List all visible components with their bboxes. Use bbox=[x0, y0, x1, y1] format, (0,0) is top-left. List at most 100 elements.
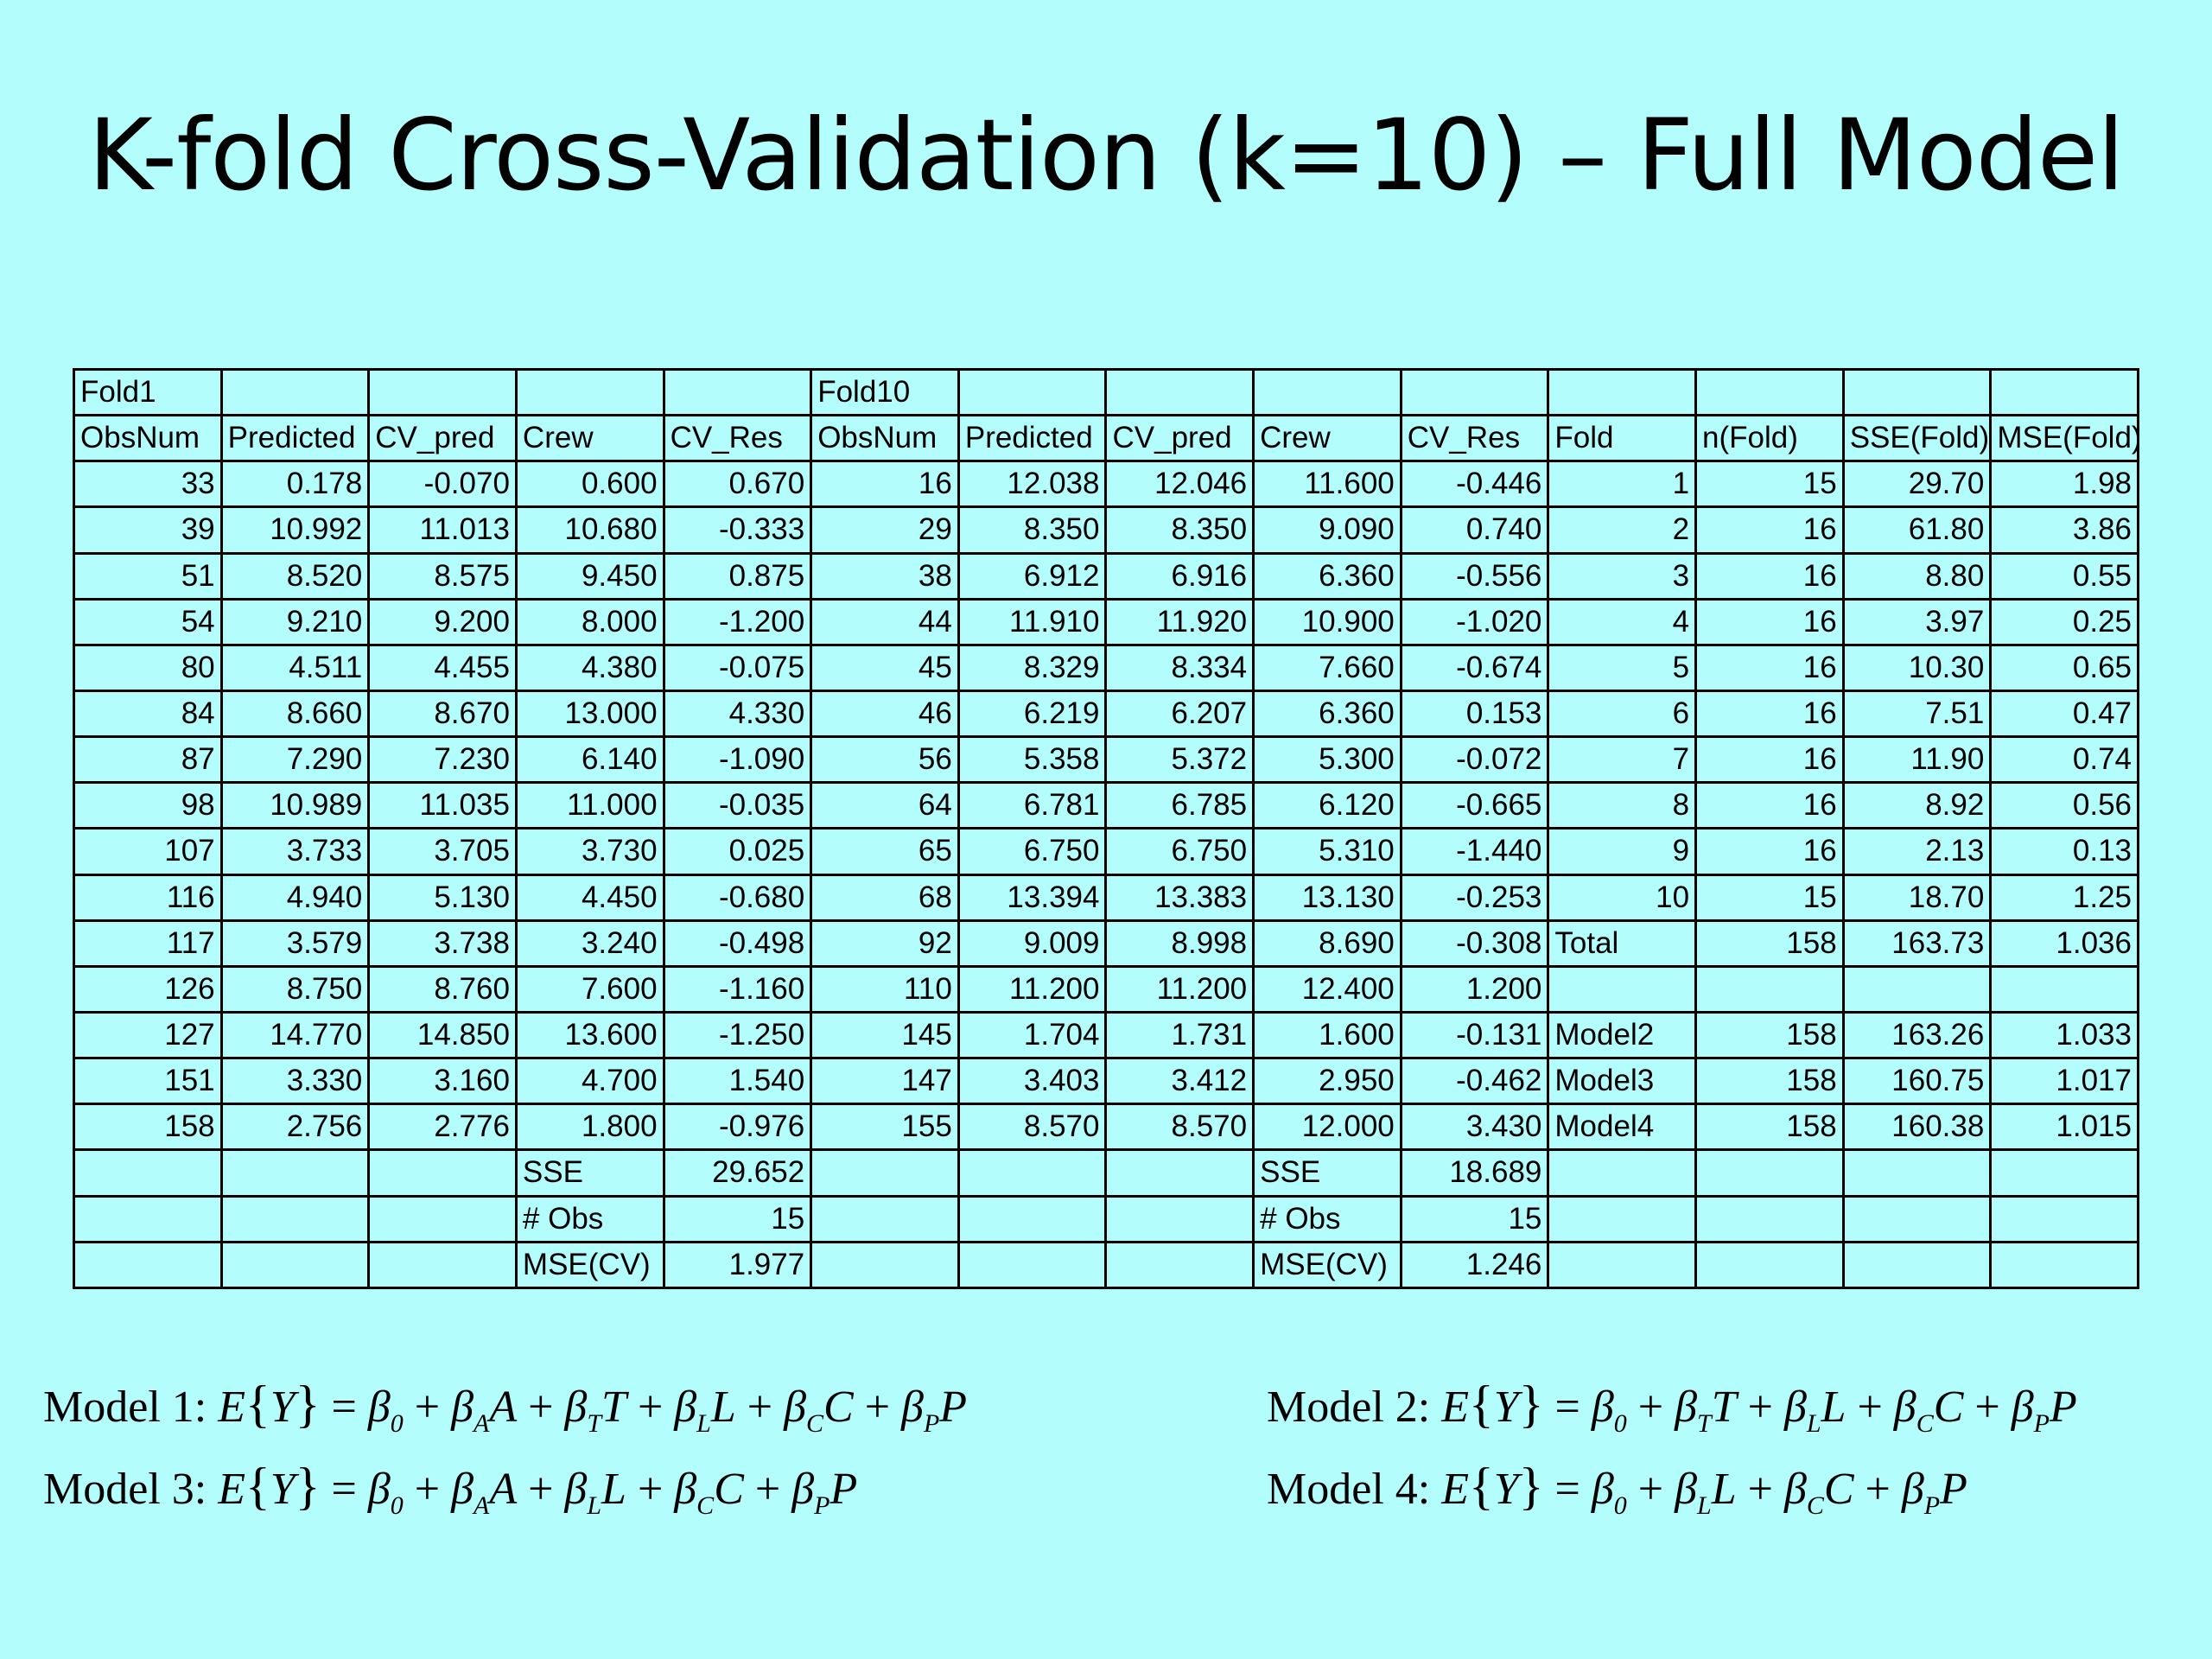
table-cell: 0.47 bbox=[1989, 689, 2139, 739]
table-cell: 4.330 bbox=[662, 689, 813, 739]
formula-subscript: P bbox=[1923, 1491, 1941, 1520]
table-cell bbox=[810, 1148, 960, 1198]
formula-beta: β bbox=[791, 1465, 815, 1514]
table-row: ObsNum Predicted CV_pred Crew CV_Res ObsNum Pr… bbox=[73, 414, 2139, 463]
table-row: 51 8.520 8.575 9.450 0.875 38 6.912 6.916 6.360-… bbox=[73, 551, 2139, 601]
table-row: 116 4.940 5.130 4.450 -0.680 68 13.394 13.383 13… bbox=[73, 873, 2139, 922]
table-cell: 158 bbox=[1694, 1103, 1845, 1152]
table-cell: 1.977 bbox=[662, 1240, 813, 1290]
table-cell: 5.310 bbox=[1252, 827, 1402, 876]
table-cell: 2.13 bbox=[1841, 827, 1993, 876]
table-cell: 6.750 bbox=[957, 827, 1108, 876]
table-cell bbox=[219, 367, 371, 417]
table-cell: CV_pred bbox=[1104, 414, 1255, 463]
formula-label: Model 3: bbox=[43, 1465, 219, 1514]
formula-close-brace: } bbox=[295, 1458, 321, 1515]
table-cell: 16 bbox=[1694, 827, 1845, 876]
table-cell: 3.412 bbox=[1104, 1057, 1255, 1106]
table-cell: 56 bbox=[810, 735, 960, 785]
table-row: SSE 29.652 SSE 18.689 bbox=[73, 1148, 2139, 1198]
table-cell bbox=[957, 1240, 1108, 1290]
table-cell: 1.017 bbox=[1989, 1057, 2139, 1106]
table-cell: 68 bbox=[810, 873, 960, 922]
table-cell: 8.570 bbox=[957, 1103, 1108, 1152]
table-cell bbox=[1252, 367, 1402, 417]
table-cell: 160.38 bbox=[1841, 1103, 1993, 1152]
table-cell: -0.131 bbox=[1399, 1010, 1550, 1060]
table-cell: ObsNum bbox=[73, 414, 223, 463]
table-cell: 11.000 bbox=[514, 781, 665, 830]
table-cell: 158 bbox=[1694, 918, 1845, 968]
table-cell: 61.80 bbox=[1841, 505, 1993, 555]
table-cell: -0.035 bbox=[662, 781, 813, 830]
table-cell: 10.680 bbox=[514, 505, 665, 555]
table-cell: 2 bbox=[1547, 505, 1698, 555]
table-cell: 13.394 bbox=[957, 873, 1108, 922]
formula-variable: A bbox=[489, 1382, 518, 1432]
table-cell: 87 bbox=[73, 735, 223, 785]
cross-validation-table: Fold1 Fold10 ObsNum Predicted CV_pred Crew CV_… bbox=[73, 367, 2139, 1290]
table-cell: 8.575 bbox=[367, 551, 518, 601]
formula-beta: β bbox=[1675, 1465, 1697, 1514]
formula-response: Y bbox=[270, 1382, 296, 1432]
formula-plus: + bbox=[403, 1465, 452, 1514]
table-cell: 9.090 bbox=[1252, 505, 1402, 555]
formula-plus: + bbox=[1736, 1382, 1784, 1432]
table-cell: 9 bbox=[1547, 827, 1698, 876]
table-cell bbox=[367, 1240, 518, 1290]
table-cell: 12.400 bbox=[1252, 964, 1402, 1014]
table-cell bbox=[810, 1240, 960, 1290]
formula-subscript: 0 bbox=[1613, 1409, 1627, 1438]
formula-open-brace: { bbox=[1468, 1376, 1494, 1433]
formula-plus: + bbox=[403, 1382, 452, 1432]
table-cell bbox=[1841, 1148, 1993, 1198]
table-cell: 4 bbox=[1547, 597, 1698, 646]
table-cell bbox=[1104, 1148, 1255, 1198]
table-cell: 160.75 bbox=[1841, 1057, 1993, 1106]
formula-open-brace: { bbox=[1468, 1458, 1494, 1515]
formula-beta: β bbox=[1675, 1382, 1697, 1432]
table-cell bbox=[1841, 964, 1993, 1014]
formula-subscript: C bbox=[1806, 1491, 1824, 1520]
table-cell: 80 bbox=[73, 643, 223, 692]
table-cell: Fold1 bbox=[73, 367, 223, 417]
table-cell: 38 bbox=[810, 551, 960, 601]
table-row: 127 14.770 14.850 13.600 -1.250 145 1.704 1.731… bbox=[73, 1010, 2139, 1060]
table-cell: 14.850 bbox=[367, 1010, 518, 1060]
table-cell: 6.360 bbox=[1252, 689, 1402, 739]
formula-subscript: P bbox=[814, 1491, 830, 1520]
table-cell: -0.976 bbox=[662, 1103, 813, 1152]
table-cell bbox=[1694, 367, 1845, 417]
table-cell: 3.705 bbox=[367, 827, 518, 876]
table-cell: 92 bbox=[810, 918, 960, 968]
table-cell: 3.160 bbox=[367, 1057, 518, 1106]
formula-plus: + bbox=[743, 1465, 792, 1514]
table-cell: Total bbox=[1547, 918, 1698, 968]
table-cell: 6.207 bbox=[1104, 689, 1255, 739]
table-cell: 10.989 bbox=[219, 781, 371, 830]
table-cell: 1.600 bbox=[1252, 1010, 1402, 1060]
table-cell: Fold10 bbox=[810, 367, 960, 417]
formula-plus: + bbox=[853, 1382, 902, 1432]
table-cell: 12.038 bbox=[957, 460, 1108, 509]
table-cell: 6.750 bbox=[1104, 827, 1255, 876]
formula-expectation: E bbox=[218, 1382, 245, 1432]
table-cell bbox=[1989, 1240, 2139, 1290]
table-cell: 3.733 bbox=[219, 827, 371, 876]
table-cell: 126 bbox=[73, 964, 223, 1014]
formula-subscript: C bbox=[696, 1491, 715, 1520]
formula-beta: β bbox=[1901, 1465, 1924, 1514]
table-cell: 0.56 bbox=[1989, 781, 2139, 830]
table-cell: -0.498 bbox=[662, 918, 813, 968]
formula-subscript: P bbox=[2033, 1409, 2050, 1438]
table-cell: 45 bbox=[810, 643, 960, 692]
table-cell: 15 bbox=[1694, 460, 1845, 509]
table-cell: 6 bbox=[1547, 689, 1698, 739]
table-cell: 151 bbox=[73, 1057, 223, 1106]
table-cell bbox=[1989, 367, 2139, 417]
table-cell bbox=[1841, 1240, 1993, 1290]
table-cell: 6.120 bbox=[1252, 781, 1402, 830]
formula-subscript: 0 bbox=[390, 1409, 404, 1438]
formula-plus: + bbox=[1853, 1465, 1902, 1514]
formula-expectation: E bbox=[1441, 1465, 1469, 1514]
